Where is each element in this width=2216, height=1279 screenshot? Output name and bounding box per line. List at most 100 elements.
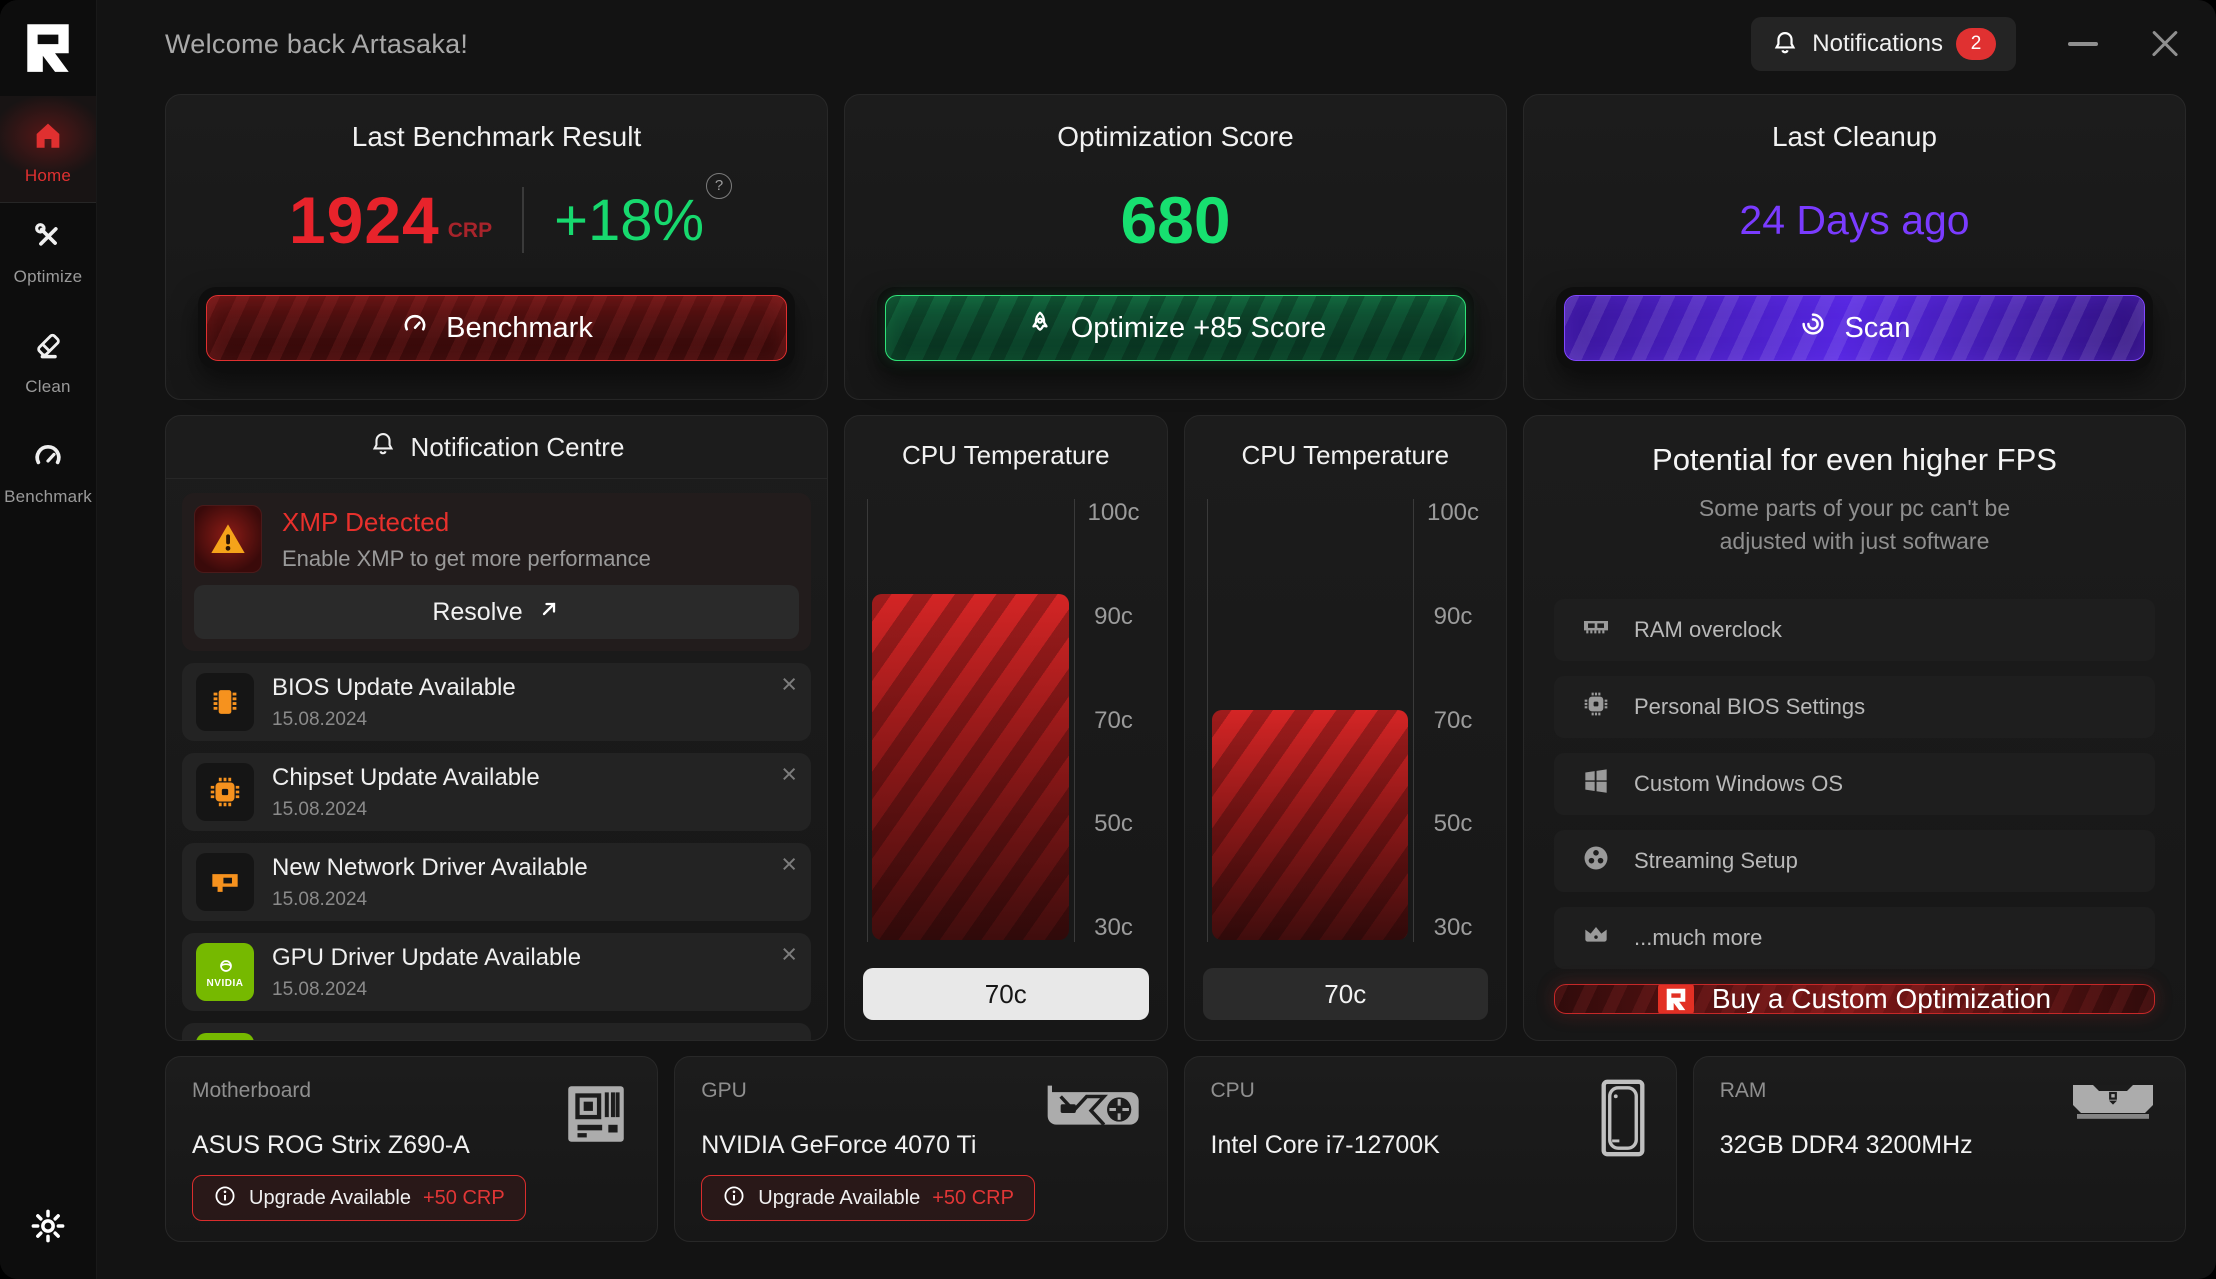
- notification-title: BIOS Update Available: [272, 673, 516, 701]
- ram-icon: [1580, 611, 1612, 648]
- temperature-column: CPU Temperature 100c 90c 70c 50c 30c: [844, 415, 1507, 1041]
- chart-title: CPU Temperature: [1241, 440, 1450, 470]
- temperature-bar: [872, 594, 1069, 940]
- sidebar-item-label: Home: [24, 166, 72, 185]
- dismiss-icon[interactable]: ×: [781, 759, 797, 789]
- fps-feature-label: Streaming Setup: [1634, 847, 1798, 873]
- scan-spiral-icon: [1798, 309, 1828, 347]
- sidebar-item-label: Benchmark: [4, 487, 92, 506]
- hardware-name: ASUS ROG Strix Z690-A: [192, 1131, 470, 1159]
- bios-chip-icon: [196, 673, 254, 731]
- optimization-score-card: Optimization Score 680 Optimize +85 Scor…: [844, 94, 1507, 400]
- main-area: Welcome back Artasaka! Notifications 2 L…: [97, 0, 2216, 1279]
- benchmark-button-label: Benchmark: [446, 311, 593, 344]
- ram-stick-icon: [2065, 1077, 2161, 1130]
- scan-button[interactable]: Scan: [1564, 295, 2145, 361]
- upgrade-bonus: +50 CRP: [422, 1186, 505, 1209]
- fps-feature-row: RAM overclock: [1554, 598, 2155, 661]
- notification-date: 15.08.2024: [272, 978, 368, 1000]
- notification-centre-title: Notification Centre: [410, 431, 625, 462]
- fps-feature-row: Streaming Setup: [1554, 829, 2155, 892]
- notification-title: New Network Driver Available: [272, 853, 588, 881]
- network-card-icon: [196, 853, 254, 911]
- sidebar-nav: Home Optimize Clean Benchmark: [0, 96, 96, 519]
- notification-date: 15.08.2024: [272, 708, 368, 730]
- axis-ticks: 100c 90c 70c 50c 30c: [1075, 499, 1153, 942]
- temperature-track: [867, 499, 1075, 942]
- tick-label: 50c: [1094, 810, 1133, 838]
- tick-label: 50c: [1433, 810, 1473, 838]
- benchmark-unit: CRP: [447, 218, 493, 242]
- gpu-icon: [1039, 1077, 1143, 1134]
- bell-icon: [1771, 29, 1799, 60]
- fps-potential-card: Potential for even higher FPS Some parts…: [1523, 415, 2186, 1041]
- tick-label: 70c: [1433, 706, 1473, 734]
- fps-title: Potential for even higher FPS: [1652, 442, 2057, 477]
- tick-label: 100c: [1087, 499, 1140, 526]
- dismiss-icon[interactable]: ×: [781, 939, 797, 969]
- notification-row: BIOS Update Available 15.08.2024 ×: [182, 663, 811, 741]
- optimize-button-label: Optimize +85 Score: [1070, 311, 1327, 344]
- fps-feature-list: RAM overclock Personal BIOS Settings Cus…: [1554, 598, 2155, 984]
- help-icon[interactable]: ?: [706, 172, 733, 199]
- upgrade-label: Upgrade Available: [249, 1186, 411, 1209]
- notification-row: New Network Driver Available 15.08.2024 …: [182, 843, 811, 921]
- resolve-button-label: Resolve: [432, 597, 523, 626]
- last-cleanup-value: 24 Days ago: [1739, 196, 1970, 243]
- fps-subtitle: Some parts of your pc can't be adjusted …: [1698, 495, 2011, 555]
- hardware-name: Intel Core i7-12700K: [1210, 1131, 1440, 1159]
- card-title: Optimization Score: [1057, 121, 1294, 152]
- rocket-icon: [1025, 309, 1055, 347]
- dashboard-grid: Last Benchmark Result 1924 CRP +18% ?: [97, 88, 2216, 1260]
- bell-icon: [369, 430, 397, 465]
- notifications-count-badge: 2: [1956, 28, 1996, 60]
- upgrade-available-button[interactable]: Upgrade Available +50 CRP: [701, 1175, 1035, 1221]
- temperature-track: [1206, 499, 1414, 942]
- sidebar-item-clean[interactable]: Clean: [0, 313, 96, 409]
- tick-label: 30c: [1094, 914, 1133, 941]
- minimize-icon[interactable]: [2068, 42, 2098, 46]
- last-cleanup-card: Last Cleanup 24 Days ago Scan: [1523, 94, 2186, 400]
- dismiss-icon[interactable]: ×: [781, 849, 797, 879]
- value-divider: [522, 187, 525, 253]
- hardware-name: NVIDIA GeForce 4070 Ti: [701, 1131, 977, 1159]
- tick-label: 30c: [1433, 914, 1473, 941]
- temperature-bar: [1211, 709, 1408, 940]
- notifications-label: Notifications: [1812, 30, 1943, 57]
- motherboard-card: Motherboard ASUS ROG Strix Z690-A Upgrad…: [165, 1056, 659, 1242]
- hardware-name: 32GB DDR4 3200MHz: [1719, 1131, 1973, 1159]
- sidebar-item-label: Clean: [25, 377, 71, 396]
- optimize-button[interactable]: Optimize +85 Score: [885, 295, 1466, 361]
- scan-button-label: Scan: [1844, 311, 1911, 344]
- upgrade-label: Upgrade Available: [758, 1186, 921, 1209]
- notification-title: GPU Driver Update Available: [272, 943, 582, 971]
- notification-date: 15.08.2024: [272, 798, 368, 820]
- sidebar-item-home[interactable]: Home: [0, 96, 96, 202]
- buy-button-label: Buy a Custom Optimization: [1711, 983, 2052, 1014]
- notification-centre-card: Notification Centre XMP Detected Enable …: [165, 415, 828, 1041]
- notifications-button[interactable]: Notifications 2: [1751, 17, 2016, 71]
- upgrade-available-button[interactable]: Upgrade Available +50 CRP: [192, 1175, 526, 1221]
- sidebar-item-benchmark[interactable]: Benchmark: [0, 423, 96, 519]
- sidebar-item-label: Optimize: [13, 267, 83, 286]
- notification-date: 15.08.2024: [272, 888, 368, 910]
- card-title: Last Cleanup: [1771, 121, 1937, 152]
- gauge-icon: [31, 439, 65, 478]
- gpu-card: GPU NVIDIA GeForce 4070 Ti Upgrade Avail…: [674, 1056, 1168, 1242]
- close-icon[interactable]: [2150, 29, 2180, 59]
- fps-feature-label: Custom Windows OS: [1634, 770, 1844, 796]
- motherboard-icon: [559, 1077, 633, 1156]
- sidebar-item-optimize[interactable]: Optimize: [0, 203, 96, 299]
- buy-custom-optimization-button[interactable]: Buy a Custom Optimization: [1554, 983, 2155, 1014]
- benchmark-button[interactable]: Benchmark: [206, 295, 787, 361]
- settings-gear-icon[interactable]: [28, 1206, 68, 1251]
- dismiss-icon[interactable]: ×: [781, 669, 797, 699]
- welcome-text: Welcome back Artasaka!: [165, 28, 469, 59]
- titlebar: Welcome back Artasaka! Notifications 2: [97, 0, 2216, 88]
- chip-icon: [1580, 688, 1612, 725]
- notification-centre-header: Notification Centre: [166, 416, 827, 479]
- upgrade-bonus: +50 CRP: [932, 1186, 1014, 1209]
- resolve-button[interactable]: Resolve: [194, 585, 799, 639]
- streaming-obs-icon: [1580, 842, 1612, 879]
- sidebar-divider: [0, 202, 96, 203]
